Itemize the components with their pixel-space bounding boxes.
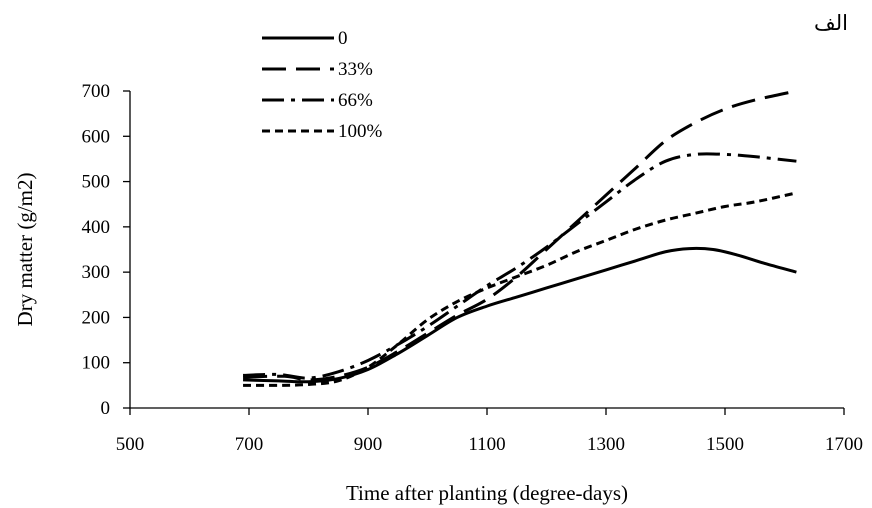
- axis-ticks: 500 700 900 1100 1300 1500 1700 0 100 200 300 400 50…: [82, 81, 864, 455]
- y-tick-label: 600: [82, 126, 111, 147]
- series-line-0: [243, 246, 797, 384]
- x-tick-label: 900: [354, 434, 383, 455]
- series-lines: [243, 89, 797, 387]
- y-tick-label: 0: [101, 398, 111, 419]
- axes: [129, 91, 844, 409]
- y-tick-label: 100: [82, 353, 111, 374]
- x-tick-label: 1300: [587, 434, 625, 455]
- legend: 0 33% 66% 100%: [262, 28, 383, 142]
- y-tick-label: 700: [82, 81, 111, 102]
- series-line-2: [243, 152, 797, 380]
- x-axis-title: Time after planting (degree-days): [346, 481, 628, 505]
- y-axis-title: Dry matter (g/m2): [13, 173, 37, 327]
- x-tick-label: 1100: [468, 434, 505, 455]
- series-line-3: [243, 191, 797, 387]
- series-line-1: [243, 89, 797, 382]
- legend-label-0: 0: [338, 28, 348, 49]
- legend-label-3: 100%: [338, 121, 383, 142]
- y-tick-label: 500: [82, 172, 111, 193]
- x-tick-label: 500: [116, 434, 145, 455]
- x-tick-label: 1500: [706, 434, 744, 455]
- legend-label-2: 66%: [338, 90, 373, 111]
- y-tick-label: 200: [82, 307, 111, 328]
- y-tick-label: 300: [82, 262, 111, 283]
- corner-label: الف: [814, 11, 848, 35]
- legend-label-1: 33%: [338, 59, 373, 80]
- y-tick-label: 400: [82, 217, 111, 238]
- x-tick-label: 700: [235, 434, 264, 455]
- x-tick-label: 1700: [825, 434, 863, 455]
